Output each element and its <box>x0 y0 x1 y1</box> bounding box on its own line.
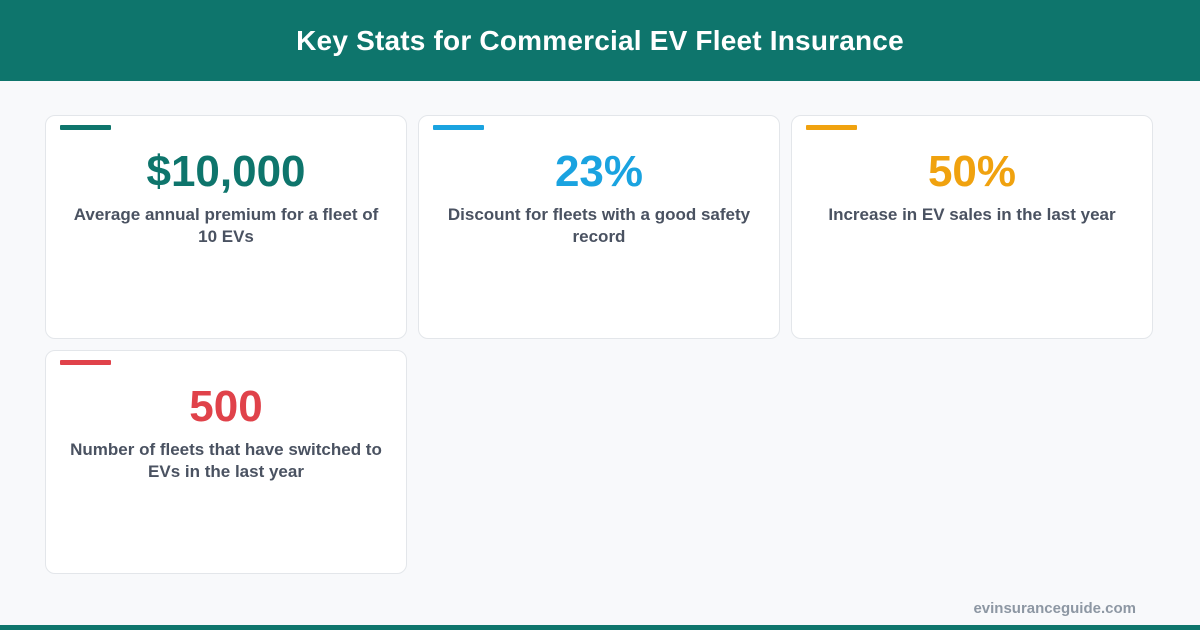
stat-card-discount: 23% Discount for fleets with a good safe… <box>418 115 780 339</box>
stat-card-ev-sales: 50% Increase in EV sales in the last yea… <box>791 115 1153 339</box>
bottom-accent-bar <box>0 625 1200 630</box>
header-banner: Key Stats for Commercial EV Fleet Insura… <box>0 0 1200 81</box>
page-title: Key Stats for Commercial EV Fleet Insura… <box>296 24 904 56</box>
stat-description: Average annual premium for a fleet of 10… <box>73 205 379 246</box>
stat-description: Increase in EV sales in the last year <box>828 205 1116 224</box>
stat-value: 50% <box>927 147 1017 196</box>
stat-value: $10,000 <box>146 147 306 196</box>
card-accent-bar <box>60 360 111 365</box>
site-url: evinsuranceguide.com <box>973 600 1136 617</box>
stat-description: Number of fleets that have switched to E… <box>70 440 382 481</box>
stat-description: Discount for fleets with a good safety r… <box>447 205 751 246</box>
stat-value: 500 <box>189 382 263 431</box>
stat-card-premium: $10,000 Average annual premium for a fle… <box>45 115 407 339</box>
stat-card-fleets-switched: 500 Number of fleets that have switched … <box>45 350 407 574</box>
card-accent-bar <box>433 125 484 130</box>
card-accent-bar <box>60 125 111 130</box>
stat-value: 23% <box>554 147 644 196</box>
card-accent-bar <box>806 125 857 130</box>
